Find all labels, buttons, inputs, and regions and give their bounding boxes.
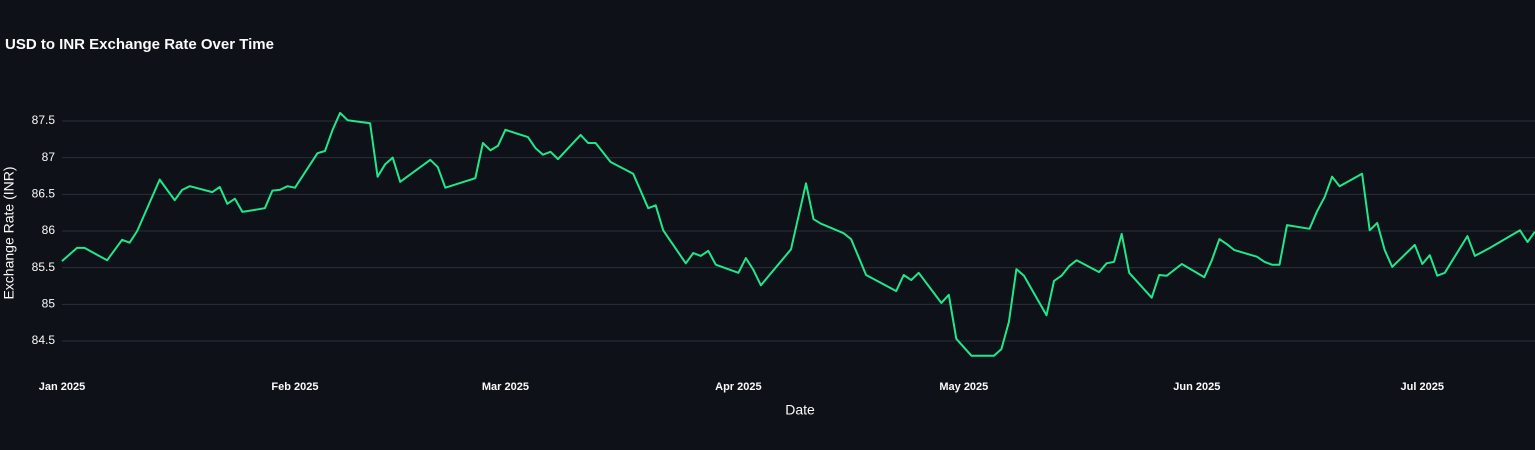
y-tick-label: 85 (42, 296, 56, 310)
line (61, 111, 1535, 357)
x-tick-label: Jun 2025 (1173, 381, 1220, 393)
x-tick-label: Mar 2025 (482, 381, 529, 393)
x-tick-label: Feb 2025 (271, 381, 318, 393)
chart-title: USD to INR Exchange Rate Over Time (5, 36, 274, 53)
y-tick-label: 86 (42, 223, 56, 237)
y-tick-label: 86.5 (32, 186, 56, 200)
x-tick-label: Jul 2025 (1401, 381, 1444, 393)
y-axis-title: Exchange Rate (INR) (1, 166, 17, 299)
y-tick-label: 85.5 (32, 260, 56, 274)
x-tick-label: Apr 2025 (715, 381, 761, 393)
y-tick-label: 84.5 (32, 333, 56, 347)
x-tick-label: Jan 2025 (39, 381, 85, 393)
y-tick-label: 87 (42, 150, 56, 164)
y-tick-label: 87.5 (32, 113, 56, 127)
x-tick-label: May 2025 (939, 381, 988, 393)
x-axis-title: Date (785, 402, 815, 418)
